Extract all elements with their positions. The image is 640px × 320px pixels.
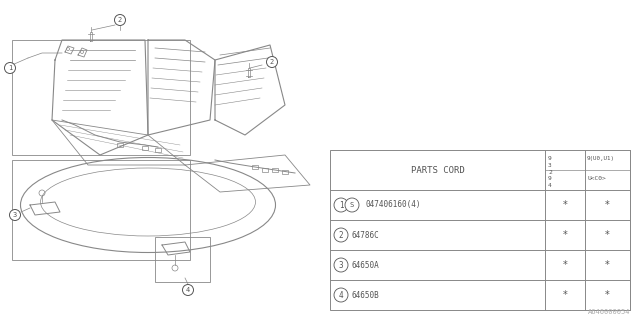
- Text: PARTS CORD: PARTS CORD: [411, 165, 465, 174]
- Bar: [12, 160, 190, 260]
- Bar: [262, 168, 268, 172]
- Text: A646000054: A646000054: [588, 309, 630, 315]
- Text: 4: 4: [186, 287, 190, 293]
- Text: 64650B: 64650B: [352, 291, 380, 300]
- Text: 2: 2: [118, 17, 122, 23]
- Bar: [12, 40, 190, 155]
- Text: S: S: [350, 202, 354, 208]
- Text: 3: 3: [339, 260, 343, 269]
- Circle shape: [4, 62, 15, 74]
- Bar: [282, 170, 288, 174]
- Text: 9: 9: [548, 156, 552, 161]
- Bar: [155, 237, 210, 282]
- Text: 2: 2: [548, 170, 552, 174]
- Text: 64786C: 64786C: [352, 230, 380, 239]
- Bar: [272, 168, 278, 172]
- Text: 3: 3: [548, 163, 552, 167]
- Circle shape: [334, 198, 348, 212]
- Circle shape: [334, 228, 348, 242]
- Text: 1: 1: [339, 201, 343, 210]
- Circle shape: [334, 258, 348, 272]
- Bar: [155, 148, 161, 152]
- Text: *: *: [605, 290, 610, 300]
- Text: *: *: [605, 200, 610, 210]
- Bar: [330, 150, 630, 310]
- Text: 3: 3: [13, 212, 17, 218]
- Text: 9(U0,U1): 9(U0,U1): [587, 156, 615, 161]
- Circle shape: [182, 284, 193, 295]
- Text: 64650A: 64650A: [352, 260, 380, 269]
- Circle shape: [334, 288, 348, 302]
- Text: U<C0>: U<C0>: [587, 175, 605, 180]
- Text: *: *: [563, 260, 568, 270]
- Circle shape: [115, 14, 125, 26]
- Text: *: *: [563, 290, 568, 300]
- Text: *: *: [563, 230, 568, 240]
- Bar: [142, 146, 148, 150]
- Text: 1: 1: [8, 65, 12, 71]
- Text: *: *: [563, 200, 568, 210]
- Bar: [117, 143, 123, 147]
- Circle shape: [10, 210, 20, 220]
- Text: 9: 9: [548, 175, 552, 180]
- Text: 4: 4: [339, 291, 343, 300]
- Text: 4: 4: [548, 182, 552, 188]
- Text: *: *: [605, 230, 610, 240]
- Circle shape: [266, 57, 278, 68]
- Bar: [252, 165, 258, 169]
- Circle shape: [345, 198, 359, 212]
- Text: 2: 2: [270, 59, 274, 65]
- Text: *: *: [605, 260, 610, 270]
- Text: 2: 2: [339, 230, 343, 239]
- Text: 047406160(4): 047406160(4): [366, 201, 422, 210]
